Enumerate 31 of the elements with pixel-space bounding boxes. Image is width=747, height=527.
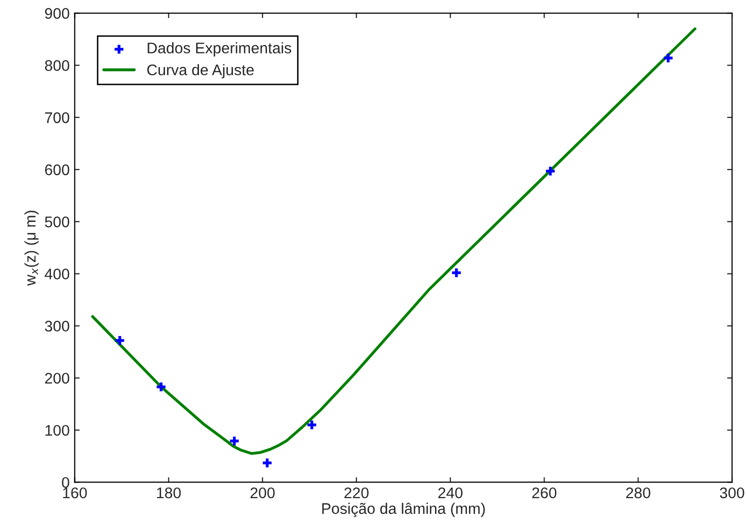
- y-tick-label: 0: [62, 477, 70, 488]
- y-tick-label: 200: [45, 372, 70, 384]
- x-tick-label: 260: [532, 487, 556, 498]
- x-tick-label: 240: [438, 487, 462, 498]
- y-tick-label: 600: [45, 164, 70, 176]
- point: [228, 435, 240, 447]
- point: [544, 165, 556, 177]
- x-tick-label: 180: [157, 487, 181, 498]
- y-tick-label: 700: [45, 112, 70, 124]
- line-series: [91, 27, 696, 455]
- legend-label: Curva de Ajuste: [147, 64, 254, 78]
- y-tick-label: 300: [44, 320, 70, 332]
- x-tick-label: 160: [63, 487, 87, 498]
- point: [261, 457, 273, 469]
- point: [155, 381, 167, 393]
- y-tick-label: 100: [46, 424, 70, 436]
- x-axis-title: Posição da lâmina (mm): [322, 502, 485, 518]
- y-axis-title: w$_{x}$(z) (μ m): [24, 210, 39, 286]
- y-tick-label: 900: [45, 8, 70, 19]
- y-tick-label: 500: [44, 216, 70, 228]
- x-tick-label: 220: [344, 487, 369, 498]
- point: [114, 334, 126, 346]
- y-tick-label: 800: [45, 60, 70, 71]
- y-tick-label: 400: [44, 268, 70, 280]
- x-tick-label: 280: [626, 487, 650, 498]
- x-tick-label: 200: [250, 487, 275, 498]
- point: [662, 52, 674, 64]
- x-tick-label: 300: [720, 487, 744, 498]
- point: [306, 419, 318, 431]
- point: [450, 266, 462, 278]
- legend-label: Dados Experimentais: [148, 42, 292, 56]
